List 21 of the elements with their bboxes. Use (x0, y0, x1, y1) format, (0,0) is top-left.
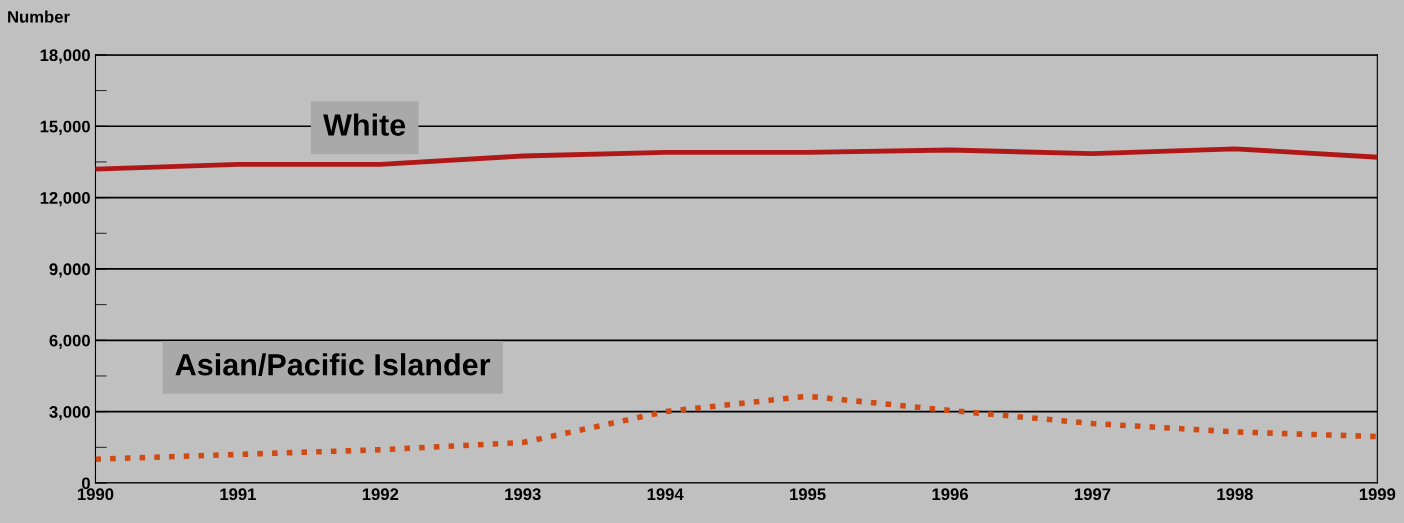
x-tick-label: 1990 (77, 488, 114, 501)
x-tick-label: 1993 (505, 488, 541, 501)
y-tick-label: 18,000 (40, 49, 90, 64)
y-tick-label: 3,000 (49, 406, 90, 421)
x-tick-label: 1996 (932, 488, 968, 501)
x-tick-label: 1998 (1217, 488, 1253, 501)
x-tick-label: 1992 (362, 488, 399, 501)
line-series (95, 146, 1378, 172)
y-tick-label: 15,000 (40, 120, 90, 135)
text: Asian/Pacific Islander (175, 353, 491, 376)
x-tick-label: 1999 (1359, 488, 1396, 501)
y-axis-title: Number (8, 10, 70, 23)
y-tick-label: 9,000 (49, 263, 90, 278)
x-tick-label: 1997 (1074, 488, 1111, 501)
x-tick-label: 1994 (647, 488, 684, 501)
series-label: White (323, 113, 406, 136)
x-tick-label: 1995 (790, 488, 826, 501)
x-tick-label: 1991 (220, 488, 256, 501)
y-tick-label: 6,000 (49, 334, 90, 349)
y-tick-label: 12,000 (40, 192, 90, 207)
y-tick-label: 0 (82, 477, 90, 490)
